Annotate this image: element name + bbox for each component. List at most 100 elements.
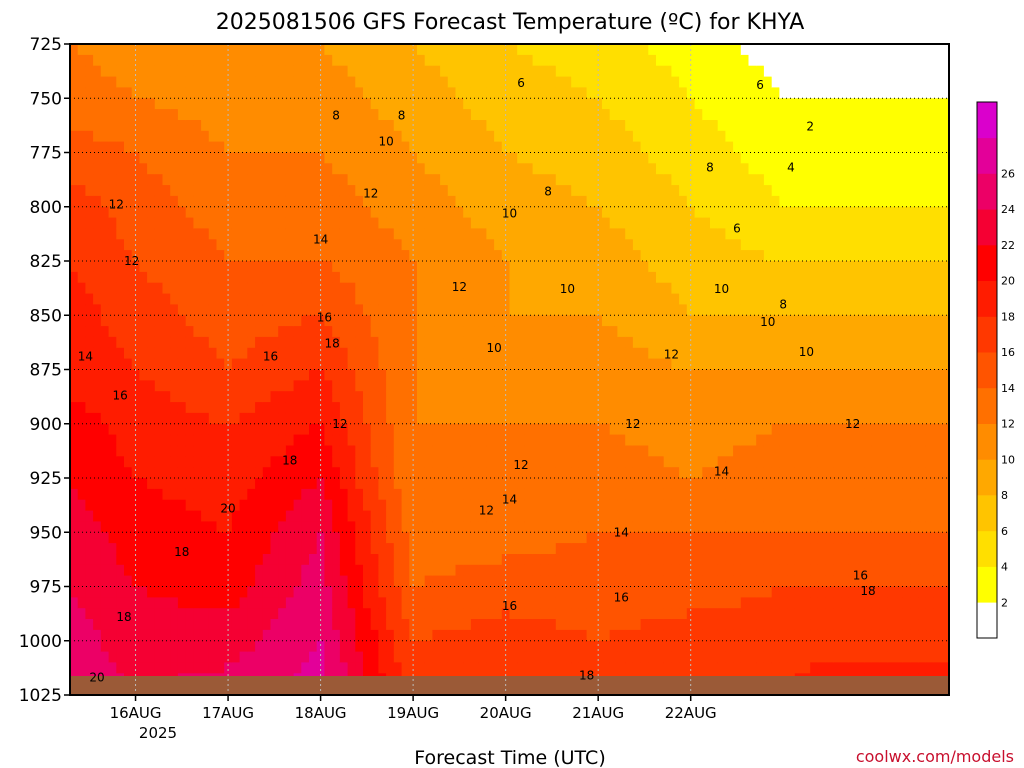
field-cell — [532, 478, 541, 490]
field-cell — [378, 510, 387, 523]
field-cell — [347, 76, 356, 89]
field-cell — [571, 445, 580, 457]
field-cell — [170, 499, 179, 512]
field-cell — [409, 195, 418, 208]
field-cell — [131, 282, 141, 295]
field-cell — [124, 163, 133, 175]
field-cell — [139, 423, 148, 436]
field-cell — [77, 564, 87, 577]
field-cell — [378, 358, 387, 371]
field-cell — [432, 206, 441, 219]
field-cell — [555, 467, 565, 479]
field-cell — [116, 564, 125, 577]
field-cell — [702, 629, 711, 642]
field-cell — [586, 554, 595, 566]
field-cell — [370, 120, 380, 132]
field-cell — [332, 640, 341, 653]
field-cell — [124, 456, 133, 468]
field-cell — [270, 488, 279, 501]
field-cell — [494, 304, 503, 316]
field-cell — [625, 575, 634, 588]
field-cell — [501, 412, 511, 425]
field-cell — [486, 510, 495, 523]
field-cell — [424, 597, 434, 609]
field-cell — [147, 391, 156, 403]
field-cell — [463, 163, 472, 175]
field-cell — [424, 120, 434, 132]
field-cell — [440, 304, 449, 316]
field-cell — [609, 271, 619, 284]
field-cell — [201, 423, 210, 436]
field-cell — [355, 163, 364, 175]
field-cell — [216, 456, 225, 468]
field-cell — [208, 640, 218, 653]
field-cell — [255, 380, 264, 392]
field-cell — [486, 532, 495, 544]
field-cell — [524, 141, 534, 154]
field-cell — [401, 391, 410, 403]
field-cell — [285, 261, 295, 273]
field-cell — [663, 195, 673, 208]
field-cell — [154, 478, 164, 490]
field-cell — [124, 597, 133, 609]
field-cell — [671, 271, 680, 284]
field-cell — [224, 271, 233, 284]
field-cell — [532, 412, 541, 425]
field-cell — [162, 109, 171, 121]
field-cell — [532, 174, 541, 186]
field-cell — [370, 293, 380, 306]
field-cell — [216, 76, 225, 89]
field-cell — [309, 98, 318, 110]
field-cell — [571, 423, 580, 436]
field-cell — [524, 586, 534, 598]
field-cell — [278, 261, 287, 273]
field-cell — [332, 54, 341, 67]
field-cell — [671, 402, 680, 414]
field-cell — [486, 98, 495, 110]
field-cell — [524, 261, 534, 273]
field-cell — [177, 380, 187, 392]
field-cell — [540, 152, 549, 164]
field-cell — [656, 423, 665, 436]
field-cell — [324, 304, 333, 316]
field-cell — [324, 564, 333, 577]
field-cell — [147, 412, 156, 425]
field-cell — [278, 44, 287, 56]
field-cell — [270, 629, 279, 642]
field-cell — [586, 76, 595, 89]
field-cell — [602, 152, 611, 164]
field-cell — [509, 141, 518, 154]
field-cell — [555, 662, 565, 674]
field-cell — [517, 445, 526, 457]
field-cell — [494, 543, 503, 555]
field-cell — [617, 391, 626, 403]
field-cell — [154, 554, 164, 566]
field-cell — [247, 412, 256, 425]
field-cell — [355, 554, 364, 566]
field-cell — [324, 195, 333, 208]
field-cell — [486, 347, 495, 360]
field-cell — [632, 651, 642, 664]
field-cell — [478, 195, 488, 208]
field-cell — [470, 478, 480, 490]
field-cell — [124, 586, 133, 598]
field-cell — [548, 44, 557, 56]
field-cell — [417, 445, 426, 457]
field-cell — [509, 467, 518, 479]
field-cell — [463, 402, 472, 414]
field-cell — [347, 412, 356, 425]
field-cell — [578, 629, 588, 642]
field-cell — [548, 543, 557, 555]
field-cell — [131, 76, 141, 89]
field-cell — [571, 456, 580, 468]
field-cell — [532, 152, 541, 164]
field-cell — [447, 478, 457, 490]
field-cell — [293, 250, 302, 262]
field-cell — [139, 261, 148, 273]
field-cell — [401, 152, 410, 164]
field-cell — [563, 65, 572, 78]
field-cell — [455, 499, 464, 512]
field-cell — [285, 597, 295, 609]
field-cell — [632, 467, 642, 479]
field-cell — [494, 532, 503, 544]
